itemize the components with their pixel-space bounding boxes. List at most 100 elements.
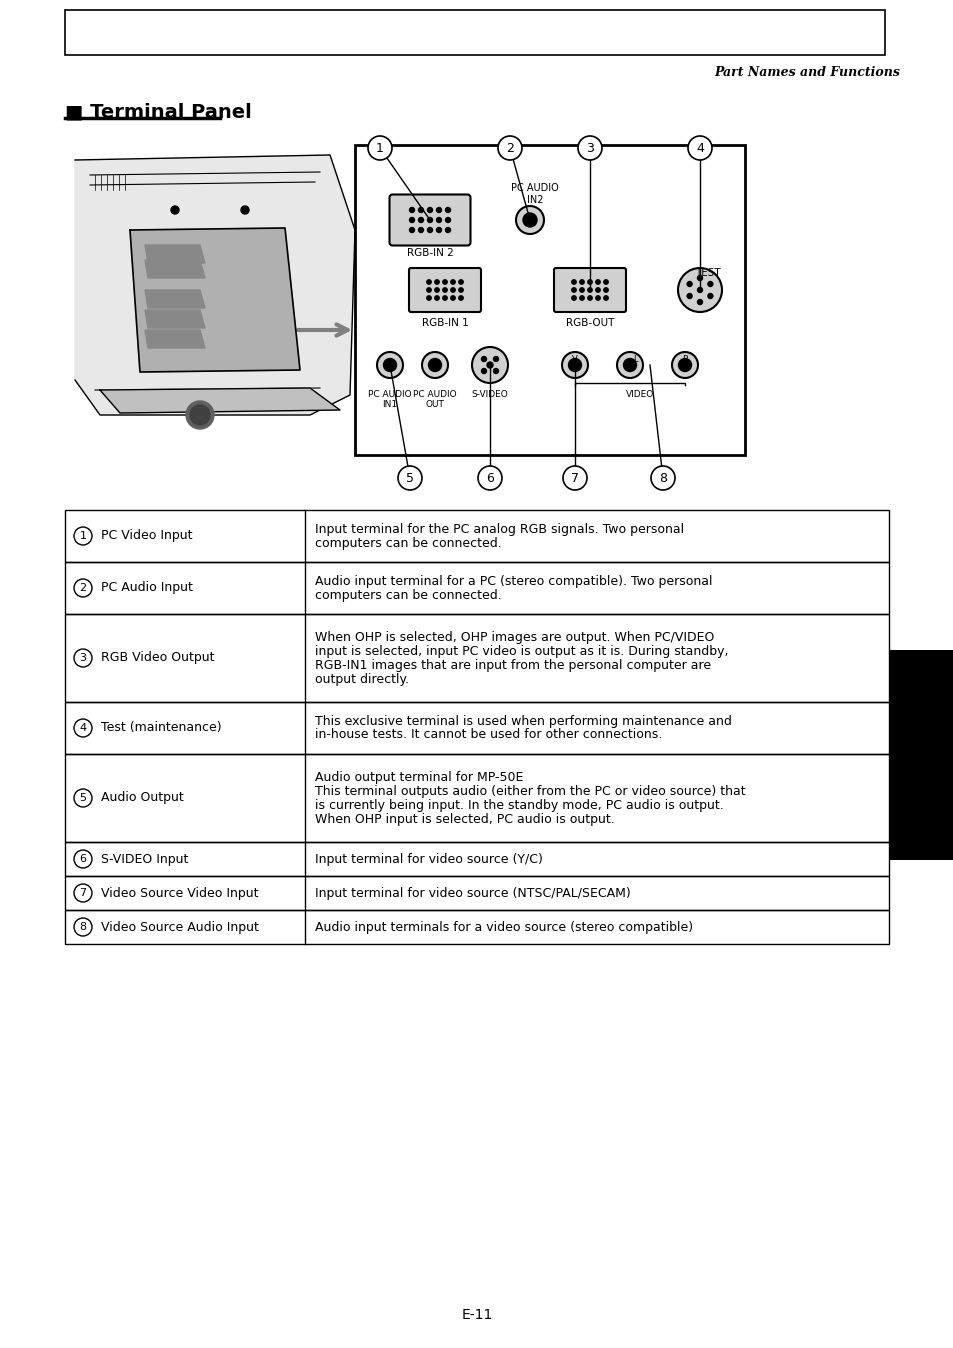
Circle shape [481, 368, 486, 373]
Circle shape [383, 359, 396, 372]
Bar [888, 650, 953, 860]
Text: Input terminal for video source (NTSC/PAL/SECAM): Input terminal for video source (NTSC/PA… [314, 887, 630, 899]
Circle shape [241, 206, 249, 214]
Text: 4: 4 [79, 723, 87, 733]
Text: This exclusive terminal is used when performing maintenance and: This exclusive terminal is used when per… [314, 714, 731, 728]
Text: PC AUDIO
IN2: PC AUDIO IN2 [511, 183, 558, 205]
Circle shape [687, 136, 711, 160]
Circle shape [562, 466, 586, 491]
Text: 1: 1 [375, 142, 383, 155]
Circle shape [409, 228, 414, 232]
Text: Part Names and Functions: Part Names and Functions [714, 66, 899, 78]
Circle shape [587, 280, 592, 284]
Bar [65, 702, 888, 754]
Circle shape [171, 206, 179, 214]
Polygon shape [130, 228, 299, 372]
Text: output directly.: output directly. [314, 673, 409, 686]
Text: L: L [632, 355, 637, 364]
Bar [65, 910, 888, 944]
Circle shape [397, 466, 421, 491]
Circle shape [579, 280, 583, 284]
Text: Audio output terminal for MP-50E: Audio output terminal for MP-50E [314, 771, 523, 783]
Text: Video Source Audio Input: Video Source Audio Input [101, 921, 258, 934]
Bar [65, 702, 888, 754]
Text: RGB-IN1 images that are input from the personal computer are: RGB-IN1 images that are input from the p… [314, 659, 710, 671]
Text: R: R [681, 355, 687, 364]
Text: input is selected, input PC video is output as it is. During standby,: input is selected, input PC video is out… [314, 644, 728, 658]
Text: PC AUDIO
IN1: PC AUDIO IN1 [368, 390, 412, 410]
Circle shape [578, 136, 601, 160]
Polygon shape [145, 310, 205, 328]
Text: VIDEO: VIDEO [625, 390, 654, 399]
Bar [65, 510, 888, 562]
Circle shape [376, 352, 402, 377]
Circle shape [428, 359, 441, 372]
Bar [65, 876, 888, 910]
Bar [65, 562, 888, 613]
Circle shape [458, 295, 463, 301]
Circle shape [74, 648, 91, 667]
Circle shape [451, 288, 455, 293]
Bar [65, 754, 888, 842]
Bar [65, 9, 884, 55]
Circle shape [561, 352, 587, 377]
Circle shape [427, 228, 432, 232]
Text: 2: 2 [79, 582, 87, 593]
Circle shape [427, 208, 432, 213]
Circle shape [571, 288, 576, 293]
Circle shape [707, 282, 712, 287]
Circle shape [623, 359, 636, 372]
Circle shape [368, 136, 392, 160]
Circle shape [671, 352, 698, 377]
Circle shape [571, 280, 576, 284]
Text: 7: 7 [571, 472, 578, 484]
Circle shape [436, 208, 441, 213]
Text: 3: 3 [79, 652, 87, 663]
Circle shape [74, 789, 91, 807]
Text: TEST: TEST [695, 268, 720, 278]
Polygon shape [145, 330, 205, 348]
Circle shape [579, 295, 583, 301]
Circle shape [426, 280, 431, 284]
Bar [65, 910, 888, 944]
Circle shape [74, 884, 91, 902]
Text: Input terminal for the PC analog RGB signals. Two personal: Input terminal for the PC analog RGB sig… [314, 523, 683, 535]
Text: is currently being input. In the standby mode, PC audio is output.: is currently being input. In the standby… [314, 798, 723, 811]
Circle shape [442, 295, 447, 301]
Text: Audio Output: Audio Output [101, 791, 184, 805]
Bar [65, 562, 888, 613]
Text: 1: 1 [79, 531, 87, 541]
Circle shape [442, 280, 447, 284]
Circle shape [603, 295, 608, 301]
Text: This terminal outputs audio (either from the PC or video source) that: This terminal outputs audio (either from… [314, 785, 745, 798]
FancyBboxPatch shape [409, 268, 480, 311]
Text: in-house tests. It cannot be used for other connections.: in-house tests. It cannot be used for ot… [314, 728, 661, 741]
Bar [355, 146, 744, 456]
Circle shape [697, 287, 701, 293]
Bar [65, 510, 888, 562]
Circle shape [697, 299, 701, 305]
Circle shape [451, 280, 455, 284]
Text: S-VIDEO Input: S-VIDEO Input [101, 852, 188, 865]
Circle shape [603, 280, 608, 284]
Text: Audio input terminal for a PC (stereo compatible). Two personal: Audio input terminal for a PC (stereo co… [314, 574, 712, 588]
Text: Test (maintenance): Test (maintenance) [101, 721, 221, 735]
Circle shape [596, 295, 599, 301]
Circle shape [418, 228, 423, 232]
Text: computers can be connected.: computers can be connected. [314, 537, 501, 550]
Bar [65, 876, 888, 910]
Text: When OHP is selected, OHP images are output. When PC/VIDEO: When OHP is selected, OHP images are out… [314, 631, 714, 643]
Text: S-VIDEO: S-VIDEO [471, 390, 508, 399]
Circle shape [596, 280, 599, 284]
Circle shape [74, 580, 91, 597]
Circle shape [458, 280, 463, 284]
Circle shape [74, 851, 91, 868]
Circle shape [409, 208, 414, 213]
FancyBboxPatch shape [554, 268, 625, 311]
Bar [65, 613, 888, 702]
Circle shape [481, 356, 486, 361]
Circle shape [571, 295, 576, 301]
Circle shape [421, 352, 448, 377]
Text: 5: 5 [79, 793, 87, 803]
FancyBboxPatch shape [389, 194, 470, 245]
